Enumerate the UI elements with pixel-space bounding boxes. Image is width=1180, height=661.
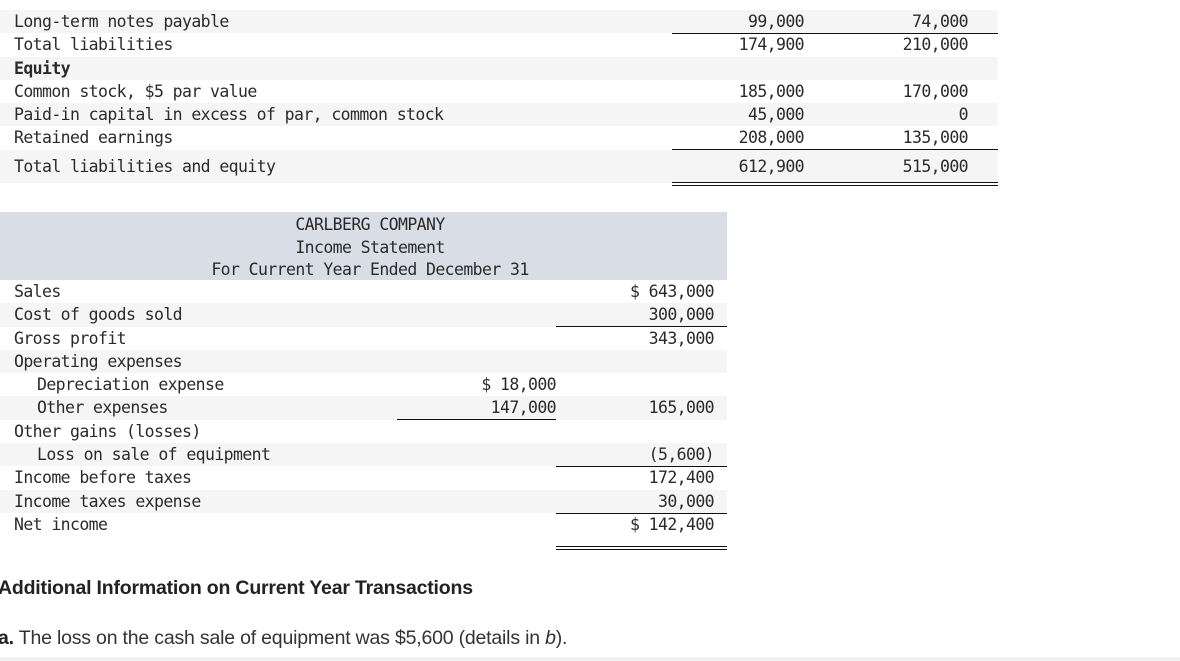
prior-year-value: 210,000: [902, 35, 969, 55]
total-value: $ 643,000: [629, 282, 715, 301]
underline-rule: [556, 326, 727, 327]
total-value: (5,600): [648, 445, 715, 465]
prior-year-value: 135,000: [902, 128, 969, 148]
underline-rule: [397, 419, 556, 420]
bs-row-retained-earnings: Retained earnings 208,000 135,000: [0, 126, 998, 149]
row-label: Common stock, $5 par value: [14, 81, 257, 101]
current-year-value: 45,000: [747, 105, 805, 125]
double-underline-rule: [672, 182, 998, 186]
bs-row-paid-in-capital: Paid-in capital in excess of par, common…: [0, 103, 998, 127]
is-row-operating-expenses: Operating expenses: [0, 349, 727, 374]
row-label: Net income: [14, 514, 108, 534]
is-row-gross-profit: Gross profit 343,000: [0, 327, 727, 350]
current-year-value: 99,000: [747, 12, 805, 31]
row-label: Income before taxes: [14, 468, 192, 488]
row-label: Total liabilities and equity: [14, 156, 276, 176]
section-heading: Equity: [14, 58, 71, 78]
row-label: Long-term notes payable: [14, 12, 229, 31]
bs-row-common-stock: Common stock, $5 par value 185,000 170,0…: [0, 80, 998, 103]
total-value: 172,400: [648, 468, 715, 488]
underline-rule: [672, 149, 998, 150]
item-text-end: ).: [555, 627, 568, 649]
detail-value: 147,000: [490, 398, 557, 418]
is-row-income-taxes: Income taxes expense 30,000: [0, 489, 727, 513]
underline-rule: [556, 513, 727, 514]
detail-value: $ 18,000: [481, 375, 556, 395]
statement-period: For Current Year Ended December 31: [211, 260, 529, 279]
bs-row-equity-heading: Equity: [0, 56, 998, 80]
company-name: CARLBERG COMPANY: [295, 215, 445, 234]
additional-info-item-a: a. The loss on the cash sale of equipmen…: [0, 627, 567, 650]
balance-sheet-fragment: Long-term notes payable 99,000 74,000 To…: [0, 10, 998, 186]
total-value: 30,000: [657, 491, 715, 511]
is-row-loss-on-sale: Loss on sale of equipment (5,600): [0, 443, 727, 467]
is-row-other-gains-losses: Other gains (losses): [0, 420, 727, 443]
prior-year-value: 515,000: [902, 156, 969, 176]
row-label: Depreciation expense: [37, 375, 224, 395]
prior-year-value: 170,000: [902, 81, 969, 101]
prior-year-value: 74,000: [911, 12, 969, 31]
is-row-cogs: Cost of goods sold 300,000: [0, 303, 727, 327]
bs-row-total-liabilities-equity: Total liabilities and equity 612,900 515…: [0, 149, 998, 183]
row-label: Loss on sale of equipment: [37, 445, 271, 465]
statement-title: Income Statement: [295, 237, 445, 257]
is-row-depreciation: Depreciation expense $ 18,000: [0, 373, 727, 396]
current-year-value: 185,000: [738, 81, 805, 101]
underline-rule: [672, 33, 998, 34]
row-label: Operating expenses: [14, 351, 183, 371]
row-label: Paid-in capital in excess of par, common…: [14, 105, 444, 125]
total-value: 300,000: [648, 305, 715, 325]
row-label: Retained earnings: [14, 128, 173, 148]
is-row-sales: Sales $ 643,000: [0, 280, 727, 303]
row-label: Total liabilities: [14, 35, 173, 55]
prior-year-value: 0: [958, 105, 969, 125]
current-year-value: 208,000: [738, 128, 805, 148]
is-row-net-income: Net income $ 142,400: [0, 513, 727, 536]
income-statement: CARLBERG COMPANY Income Statement For Cu…: [0, 212, 727, 550]
total-value: $ 142,400: [629, 514, 715, 534]
statement-header: CARLBERG COMPANY Income Statement For Cu…: [0, 212, 727, 280]
current-year-value: 174,900: [738, 35, 805, 55]
item-text: The loss on the cash sale of equipment w…: [13, 627, 546, 649]
row-label: Other gains (losses): [14, 421, 201, 441]
item-reference: b: [545, 627, 556, 649]
double-underline-rule: [556, 546, 727, 550]
bs-row-total-liabilities: Total liabilities 174,900 210,000: [0, 33, 998, 56]
row-label: Cost of goods sold: [14, 305, 183, 325]
item-marker: a.: [0, 627, 14, 649]
row-label: Sales: [14, 282, 61, 301]
row-label: Other expenses: [37, 398, 168, 418]
total-value: 165,000: [648, 398, 715, 418]
underline-rule: [556, 466, 727, 467]
row-label: Income taxes expense: [14, 491, 201, 511]
total-value: 343,000: [648, 328, 715, 348]
next-content-edge: [0, 657, 1180, 661]
current-year-value: 612,900: [738, 156, 805, 176]
bs-row-long-term-notes: Long-term notes payable 99,000 74,000: [0, 10, 998, 34]
is-row-income-before-taxes: Income before taxes 172,400: [0, 466, 727, 489]
row-label: Gross profit: [14, 328, 127, 348]
additional-info-heading: Additional Information on Current Year T…: [0, 577, 473, 599]
is-row-other-expenses: Other expenses 147,000 165,000: [0, 396, 727, 420]
